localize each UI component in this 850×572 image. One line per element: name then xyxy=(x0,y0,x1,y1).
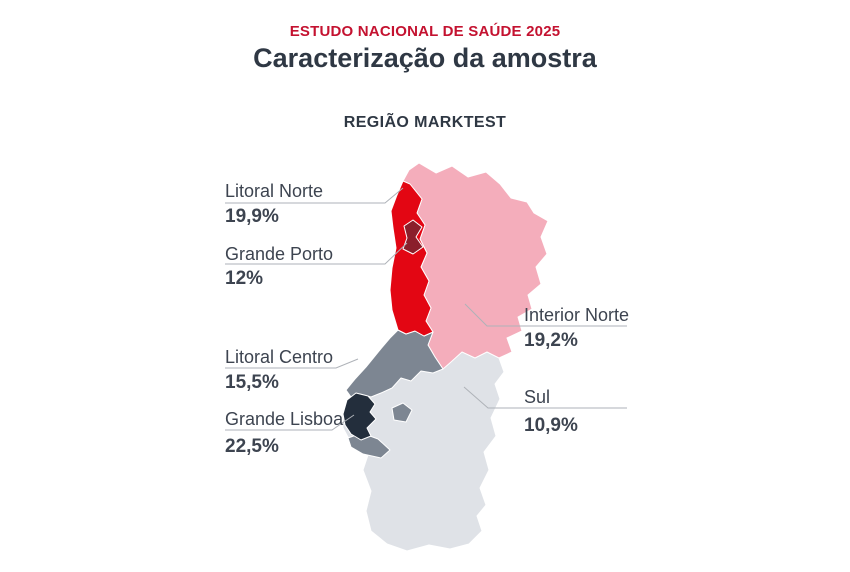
region-value: 12% xyxy=(225,268,264,289)
region-value: 10,9% xyxy=(524,415,578,436)
region-value: 19,9% xyxy=(225,206,279,227)
region-label-grande-porto: Grande Porto 12% xyxy=(225,244,333,289)
leader-line-litoral-centro xyxy=(225,358,359,369)
map-region-litoral-norte xyxy=(389,180,434,337)
region-name: Sul xyxy=(524,387,551,407)
region-value: 15,5% xyxy=(225,372,279,393)
header-kicker: ESTUDO NACIONAL DE SAÚDE 2025 xyxy=(289,23,561,40)
leader-line-grande-lisboa xyxy=(225,414,355,431)
region-label-grande-lisboa: Grande Lisboa 22,5% xyxy=(225,409,343,457)
map-region-grande-lisboa xyxy=(342,392,377,441)
leader-line-grande-porto xyxy=(225,242,408,265)
map-region-litoral-centro-tejo xyxy=(391,402,413,423)
section-title: REGIÃO MARKTEST xyxy=(343,114,507,131)
leader-line-interior-norte xyxy=(464,303,627,327)
region-name: Litoral Centro xyxy=(225,347,334,367)
region-value: 22,5% xyxy=(225,436,279,457)
region-name: Grande Porto xyxy=(225,244,334,264)
region-name: Interior Norte xyxy=(524,305,630,325)
map-region-grande-porto xyxy=(402,219,424,255)
region-label-litoral-centro: Litoral Centro 15,5% xyxy=(225,347,333,393)
region-label-litoral-norte: Litoral Norte 19,9% xyxy=(225,181,323,227)
page-title: Caracterização da amostra xyxy=(253,43,597,73)
leader-line-litoral-norte xyxy=(225,187,404,204)
region-value: 19,2% xyxy=(524,330,578,351)
region-label-interior-norte: Interior Norte 19,2% xyxy=(524,305,629,351)
region-label-sul: Sul 10,9% xyxy=(524,387,578,436)
region-name: Litoral Norte xyxy=(225,181,324,201)
region-name: Grande Lisboa xyxy=(225,409,344,429)
leader-line-sul xyxy=(463,386,627,409)
